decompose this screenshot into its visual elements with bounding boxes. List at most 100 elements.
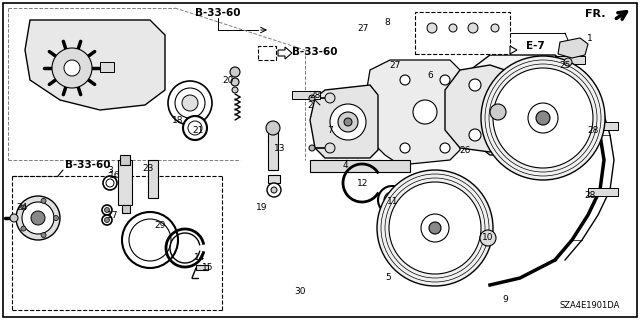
Circle shape xyxy=(449,24,457,32)
Bar xyxy=(118,160,132,205)
Circle shape xyxy=(481,56,605,180)
Polygon shape xyxy=(365,60,460,165)
Text: 20: 20 xyxy=(222,76,234,84)
Text: 10: 10 xyxy=(483,234,493,243)
Circle shape xyxy=(230,67,240,77)
Circle shape xyxy=(22,202,54,234)
Text: 12: 12 xyxy=(357,179,369,188)
Text: 6: 6 xyxy=(427,70,433,79)
Polygon shape xyxy=(558,38,588,58)
Text: FR.: FR. xyxy=(586,9,606,19)
Circle shape xyxy=(344,118,352,126)
Circle shape xyxy=(232,87,238,93)
Circle shape xyxy=(21,205,26,210)
Polygon shape xyxy=(278,47,292,59)
Circle shape xyxy=(129,219,171,261)
Circle shape xyxy=(21,226,26,231)
Bar xyxy=(268,175,280,183)
Text: 28: 28 xyxy=(309,91,321,100)
Bar xyxy=(555,56,585,64)
Text: 1: 1 xyxy=(587,34,593,43)
Text: B-33-60: B-33-60 xyxy=(65,160,111,170)
Text: 18: 18 xyxy=(172,116,184,124)
Circle shape xyxy=(267,183,281,197)
Circle shape xyxy=(429,222,441,234)
Text: 28: 28 xyxy=(584,190,596,199)
Circle shape xyxy=(325,143,335,153)
Circle shape xyxy=(188,121,202,135)
Polygon shape xyxy=(465,55,580,155)
Text: 2: 2 xyxy=(307,100,313,109)
Text: 9: 9 xyxy=(502,295,508,305)
Bar xyxy=(196,265,208,270)
Text: 19: 19 xyxy=(256,204,268,212)
Circle shape xyxy=(400,143,410,153)
Text: 4: 4 xyxy=(342,161,348,170)
Text: 15: 15 xyxy=(202,263,214,273)
Circle shape xyxy=(338,112,358,132)
Circle shape xyxy=(564,58,572,66)
Bar xyxy=(100,62,114,72)
Circle shape xyxy=(440,75,450,85)
Circle shape xyxy=(52,48,92,88)
Circle shape xyxy=(168,81,212,125)
Text: 27: 27 xyxy=(357,23,369,33)
Circle shape xyxy=(266,121,280,135)
Circle shape xyxy=(469,129,481,141)
Circle shape xyxy=(325,93,335,103)
Circle shape xyxy=(389,182,481,274)
Text: 13: 13 xyxy=(275,143,285,153)
Text: 25: 25 xyxy=(559,60,571,69)
Circle shape xyxy=(16,196,60,240)
Text: 21: 21 xyxy=(192,125,204,134)
Circle shape xyxy=(528,103,558,133)
Polygon shape xyxy=(25,20,165,110)
Text: 26: 26 xyxy=(460,146,470,155)
Circle shape xyxy=(183,116,207,140)
Text: 8: 8 xyxy=(384,18,390,27)
Text: 27: 27 xyxy=(389,60,401,69)
Circle shape xyxy=(427,23,437,33)
Circle shape xyxy=(468,23,478,33)
Bar xyxy=(120,155,130,165)
Circle shape xyxy=(413,100,437,124)
Circle shape xyxy=(480,230,496,246)
Circle shape xyxy=(54,215,58,220)
Polygon shape xyxy=(310,85,378,158)
Bar xyxy=(588,122,618,130)
Circle shape xyxy=(106,179,114,187)
Bar xyxy=(588,188,618,196)
Text: 14: 14 xyxy=(195,253,205,262)
Text: B-33-60: B-33-60 xyxy=(195,8,241,18)
Circle shape xyxy=(421,214,449,242)
Circle shape xyxy=(491,24,499,32)
Circle shape xyxy=(10,214,18,222)
Text: 24: 24 xyxy=(17,204,28,212)
Circle shape xyxy=(104,218,109,222)
Text: 3: 3 xyxy=(107,165,113,174)
Circle shape xyxy=(400,75,410,85)
Circle shape xyxy=(490,104,506,120)
Circle shape xyxy=(103,176,117,190)
Text: B-33-60: B-33-60 xyxy=(292,47,338,57)
Circle shape xyxy=(41,198,46,204)
Bar xyxy=(268,130,278,170)
Circle shape xyxy=(182,95,198,111)
Circle shape xyxy=(41,233,46,238)
Circle shape xyxy=(271,187,277,193)
Circle shape xyxy=(122,212,178,268)
Polygon shape xyxy=(510,46,517,54)
Text: 23: 23 xyxy=(142,164,154,172)
Bar xyxy=(122,205,130,213)
Text: 11: 11 xyxy=(387,197,399,206)
Circle shape xyxy=(309,95,315,101)
Circle shape xyxy=(231,78,239,86)
Text: 29: 29 xyxy=(154,220,166,229)
Circle shape xyxy=(309,145,315,151)
Text: SZA4E1901DA: SZA4E1901DA xyxy=(559,301,620,310)
Bar xyxy=(148,160,158,198)
Circle shape xyxy=(536,111,550,125)
Circle shape xyxy=(102,215,112,225)
Bar xyxy=(292,91,320,99)
Circle shape xyxy=(440,143,450,153)
